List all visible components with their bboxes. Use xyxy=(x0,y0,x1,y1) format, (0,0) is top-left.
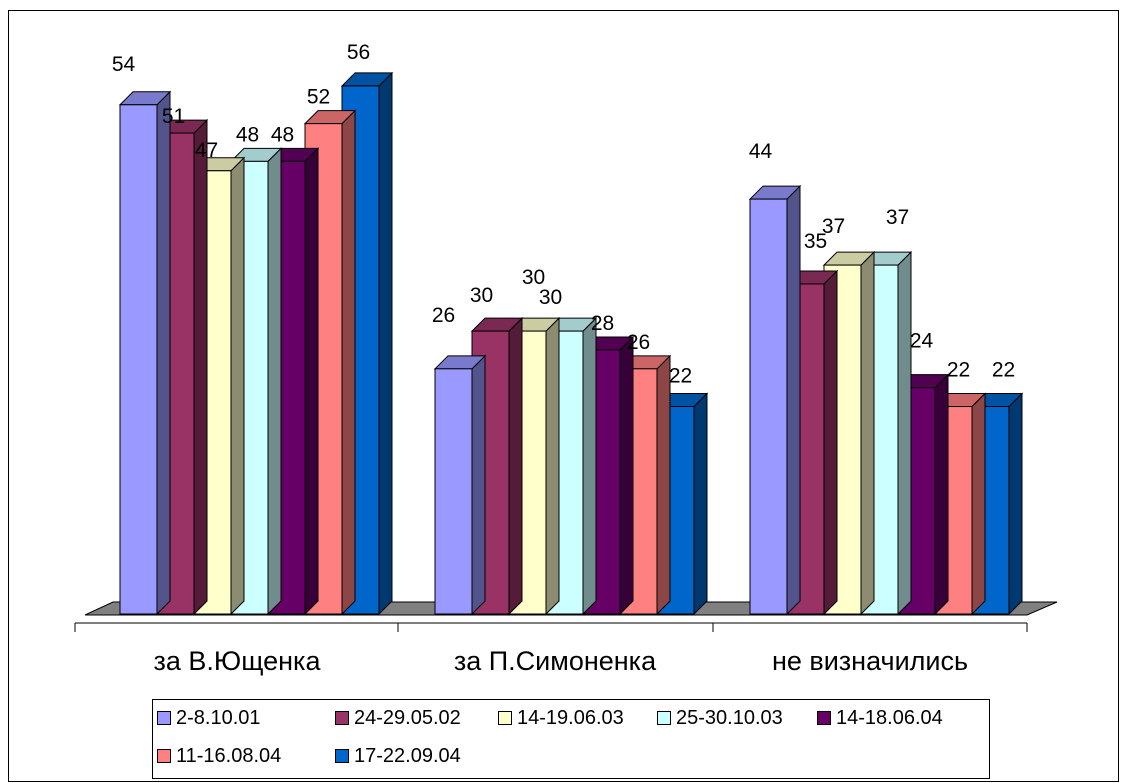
data-label-0-4: 48 xyxy=(271,123,294,146)
bar-0-0 xyxy=(118,90,172,616)
data-label-0-2: 47 xyxy=(195,139,218,162)
bar-0-3 xyxy=(229,147,283,616)
bar-1-0 xyxy=(433,354,487,616)
bar-side-face xyxy=(656,354,671,616)
legend-label: 14-19.06.03 xyxy=(517,706,624,729)
legend-label: 25-30.10.03 xyxy=(676,706,783,729)
data-label-1-4: 28 xyxy=(591,312,614,335)
legend-label: 17-22.09.04 xyxy=(354,744,461,767)
legend-swatch xyxy=(498,711,512,725)
bar-side-face xyxy=(471,354,486,616)
bar-side-face xyxy=(619,335,634,616)
bar-side-face xyxy=(860,250,875,616)
legend-label: 14-18.06.04 xyxy=(836,706,943,729)
legend-swatch xyxy=(157,711,171,725)
category-label-0: за В.Ющенка xyxy=(154,646,322,676)
data-label-1-6: 22 xyxy=(669,365,692,388)
data-label-2-6: 22 xyxy=(992,359,1015,382)
legend-item-4: 14-18.06.04 xyxy=(817,704,943,732)
bar-side-face xyxy=(341,109,356,616)
legend-item-6: 17-22.09.04 xyxy=(335,742,461,770)
bar-side-face xyxy=(545,316,560,616)
chart-legend: 2-8.10.01 24-29.05.02 14-19.06.03 25-30.10.… xyxy=(152,699,990,779)
bar-side-face xyxy=(156,90,171,616)
bar-side-face xyxy=(693,392,708,616)
legend-swatch xyxy=(335,711,349,725)
legend-swatch xyxy=(157,749,171,763)
bar-front-face xyxy=(434,368,473,615)
data-label-1-1: 30 xyxy=(470,284,493,307)
legend-label: 24-29.05.02 xyxy=(354,706,461,729)
bar-front-face xyxy=(119,104,158,615)
bar-1-6 xyxy=(655,392,709,616)
data-label-2-3: 37 xyxy=(886,206,909,229)
category-label-1: за П.Симоненка xyxy=(454,646,657,676)
bar-2-0 xyxy=(748,184,802,616)
legend-item-1: 24-29.05.02 xyxy=(335,704,461,732)
bar-side-face xyxy=(193,118,208,616)
bar-side-face xyxy=(304,147,319,616)
bar-side-face xyxy=(823,269,838,616)
bar-side-face xyxy=(267,147,282,616)
bar-side-face xyxy=(786,184,801,616)
data-label-1-0: 26 xyxy=(432,304,455,327)
data-label-1-3: 30 xyxy=(539,286,562,309)
data-label-0-6: 56 xyxy=(347,41,370,64)
chart-frame xyxy=(8,10,1119,782)
data-label-2-4: 24 xyxy=(910,330,934,353)
data-label-0-5: 52 xyxy=(307,86,330,109)
data-label-1-5: 26 xyxy=(627,331,650,354)
bar-side-face xyxy=(934,373,949,616)
legend-label: 2-8.10.01 xyxy=(176,706,261,729)
legend-swatch xyxy=(335,749,349,763)
legend-item-5: 11-16.08.04 xyxy=(157,742,281,770)
bar-side-face xyxy=(582,316,597,616)
legend-label: 11-16.08.04 xyxy=(176,744,282,767)
bar-side-face xyxy=(378,71,393,616)
legend-item-0: 2-8.10.01 xyxy=(157,704,261,732)
data-label-2-5: 22 xyxy=(947,359,970,382)
bar-side-face xyxy=(1008,392,1023,616)
category-label-2: не визначились xyxy=(772,646,968,676)
legend-item-3: 25-30.10.03 xyxy=(657,704,783,732)
data-label-2-1: 35 xyxy=(804,230,827,253)
data-label-0-1: 51 xyxy=(162,105,185,128)
bar-side-face xyxy=(971,392,986,616)
bar-side-face xyxy=(897,250,912,616)
data-label-0-0: 54 xyxy=(112,53,136,76)
data-label-2-2: 37 xyxy=(822,215,845,238)
legend-swatch xyxy=(657,711,671,725)
data-label-0-3: 48 xyxy=(236,123,259,146)
bar-2-6 xyxy=(970,392,1024,616)
bar-side-face xyxy=(230,156,245,616)
bar-front-face xyxy=(749,198,788,615)
legend-swatch xyxy=(817,711,831,725)
data-label-1-2: 30 xyxy=(522,266,545,289)
data-label-2-0: 44 xyxy=(749,140,773,163)
legend-item-2: 14-19.06.03 xyxy=(498,704,624,732)
bar-side-face xyxy=(508,316,523,616)
chart-plot: за В.Ющенка за П.Симоненка не визначились 5… xyxy=(74,41,1058,676)
